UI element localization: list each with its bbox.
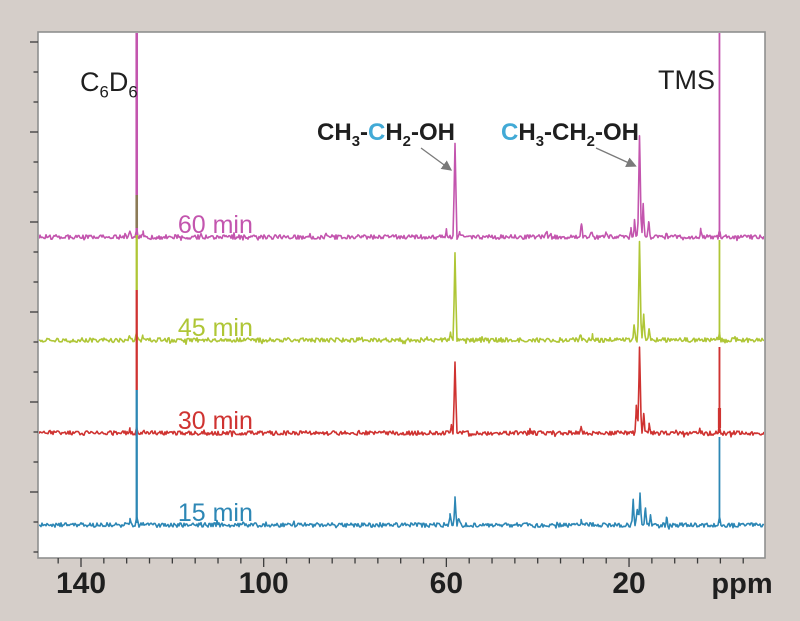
spectra-traces	[39, 135, 764, 530]
ethanol-ch3-label: CH3-CH2-OH	[501, 119, 639, 150]
time-label-45-min: 45 min	[178, 314, 253, 342]
time-labels: 15 min 30 min 45 min 60 min	[178, 211, 253, 527]
x-tick-label: 60	[430, 567, 463, 600]
time-label-60-min: 60 min	[178, 211, 253, 239]
reference-peak-lines	[135, 33, 722, 523]
trace-60-min	[39, 135, 764, 242]
trace-15-min	[39, 492, 764, 530]
x-axis-unit-label: ppm	[711, 568, 772, 600]
plot-area	[37, 31, 766, 559]
y-axis	[30, 41, 38, 553]
x-axis-labels: 140 100 60 20 ppm	[56, 567, 773, 600]
x-axis	[57, 558, 744, 567]
tms-label: TMS	[658, 65, 715, 95]
time-label-30-min: 30 min	[178, 407, 253, 435]
ethanol-ch2-label: CH3-CH2-OH	[317, 119, 455, 150]
trace-45-min	[39, 240, 764, 345]
x-tick-label: 140	[56, 567, 106, 600]
trace-30-min	[39, 346, 764, 438]
time-label-15-min: 15 min	[178, 499, 253, 527]
arrow-to-ch3-peak	[595, 147, 637, 167]
arrow-to-ch2-peak	[420, 147, 453, 171]
solvent-label: C6D6	[80, 67, 138, 101]
x-tick-label: 100	[239, 567, 289, 600]
annotation-arrows	[420, 147, 637, 171]
x-tick-label: 20	[612, 567, 645, 600]
